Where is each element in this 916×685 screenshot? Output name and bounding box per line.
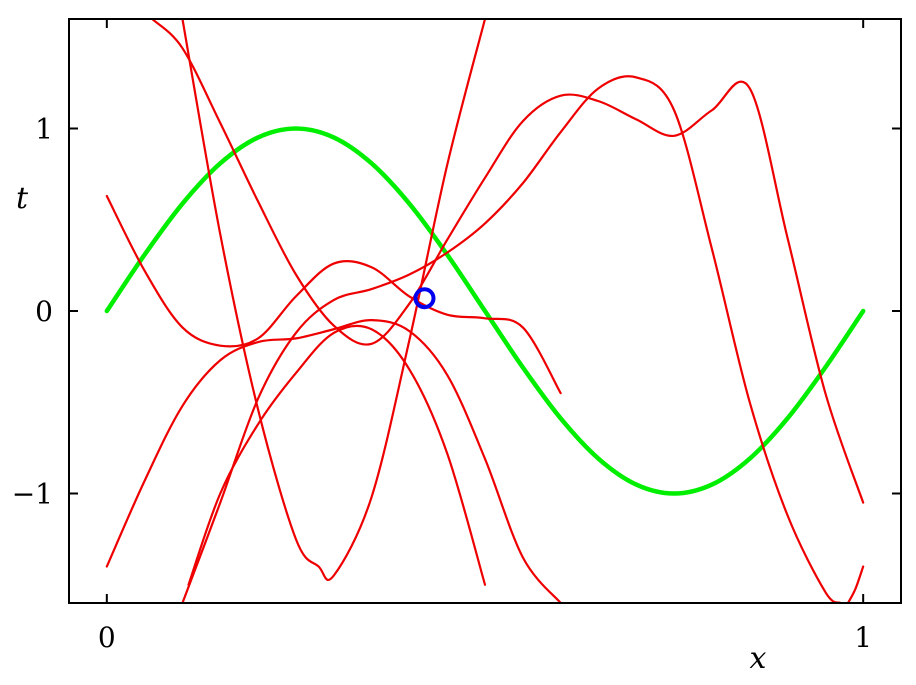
sample-curve-5 (181, 19, 487, 582)
sample-curve-2 (105, 319, 562, 603)
sample-curve-6 (187, 324, 487, 586)
true-function-curve (104, 126, 866, 496)
series-layer (104, 19, 866, 603)
y-axis-label: t (16, 181, 29, 216)
x-tick-label: 1 (854, 621, 872, 654)
y-tick-label: 0 (35, 295, 53, 328)
sample-curve-4 (181, 75, 842, 603)
data-point-0 (413, 287, 436, 310)
ticks-layer (69, 19, 901, 603)
x-tick-label: 0 (98, 621, 116, 654)
x-axis-label: x (750, 641, 767, 676)
sample-curve-1 (105, 194, 562, 395)
sample-curve-7 (846, 565, 865, 603)
y-tick-label: 1 (35, 113, 53, 146)
tick-labels-layer: 0 1 1 0 −1 (12, 113, 872, 655)
sample-curve-3 (151, 19, 865, 504)
points-layer (413, 287, 436, 310)
y-tick-label: −1 (12, 478, 53, 511)
